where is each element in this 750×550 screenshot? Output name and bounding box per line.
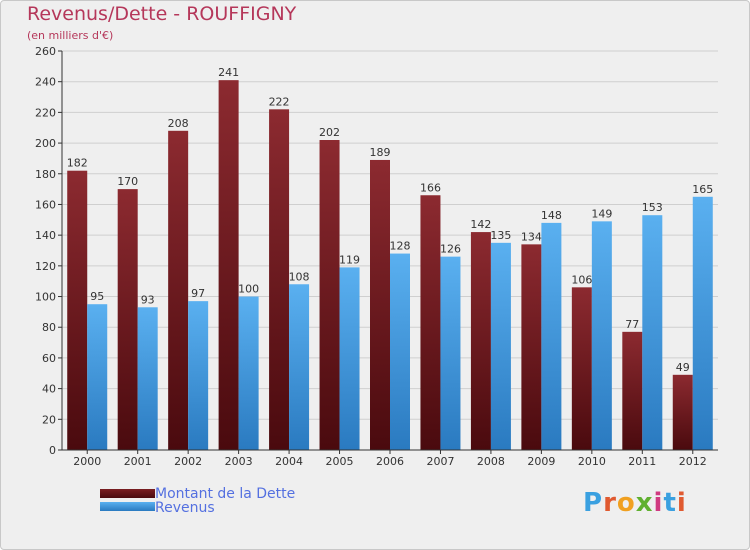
bar-revenus — [87, 304, 108, 450]
data-label: 95 — [90, 290, 104, 303]
proxiti-logo: Proxiti — [583, 488, 687, 518]
data-label: 189 — [370, 146, 391, 159]
data-label: 165 — [692, 183, 713, 196]
y-tick-label: 200 — [35, 137, 56, 150]
logo-letter: P — [583, 488, 604, 518]
logo-letter: o — [616, 488, 636, 518]
bar-revenus — [238, 296, 259, 450]
y-tick-label: 0 — [49, 444, 56, 457]
bar-dette — [218, 80, 239, 451]
bar-dette — [622, 331, 643, 450]
bar-revenus — [490, 242, 511, 450]
legend-swatch-revenus — [100, 502, 155, 511]
bar-revenus — [591, 221, 612, 450]
data-label: 149 — [591, 207, 612, 220]
logo-letter: r — [603, 488, 617, 518]
x-tick-label: 2006 — [376, 455, 404, 468]
data-label: 148 — [541, 209, 562, 222]
y-tick-label: 80 — [42, 321, 56, 334]
x-tick-label: 2012 — [679, 455, 707, 468]
legend-swatch-dette — [100, 489, 155, 498]
y-tick-label: 220 — [35, 106, 56, 119]
bar-revenus — [339, 267, 360, 450]
logo-letter: x — [635, 488, 654, 518]
data-label: 222 — [269, 95, 290, 108]
x-tick-label: 2004 — [275, 455, 303, 468]
x-tick-label: 2005 — [326, 455, 354, 468]
y-tick-label: 40 — [42, 383, 56, 396]
logo-letter: i — [676, 488, 687, 518]
bar-revenus — [188, 301, 209, 450]
data-label: 153 — [642, 201, 663, 214]
data-label: 128 — [390, 240, 411, 253]
y-tick-label: 260 — [35, 45, 56, 58]
data-label: 182 — [67, 157, 88, 170]
y-axis-ticks: 0 20 40 60 80 100 120 140 160 180 200 220 240 260 — [35, 45, 62, 457]
x-tick-label: 2001 — [124, 455, 152, 468]
bar-dette — [168, 130, 189, 451]
chart-title: Revenus/Dette - ROUFFIGNY — [27, 3, 297, 25]
data-label: 241 — [218, 66, 239, 79]
data-label: 49 — [676, 361, 690, 374]
legend-label-dette: Montant de la Dette — [155, 486, 296, 502]
data-label: 208 — [168, 117, 189, 130]
y-tick-label: 240 — [35, 76, 56, 89]
x-tick-label: 2008 — [477, 455, 505, 468]
data-label: 97 — [191, 287, 205, 300]
bar-dette — [521, 244, 542, 450]
data-label: 170 — [117, 175, 138, 188]
y-tick-label: 20 — [42, 413, 56, 426]
data-label: 202 — [319, 126, 340, 139]
data-labels: 182 95 170 93 208 97 241 100 222 108 202 119 189 128 1… — [67, 66, 714, 374]
x-tick-label: 2003 — [225, 455, 253, 468]
bar-revenus — [692, 196, 713, 450]
bar-dette — [117, 189, 138, 450]
bar-revenus — [541, 222, 562, 450]
bar-revenus — [440, 256, 461, 450]
data-label: 126 — [440, 243, 461, 256]
x-tick-label: 2002 — [174, 455, 202, 468]
data-label: 135 — [490, 229, 511, 242]
bar-dette — [370, 159, 390, 450]
x-tick-label: 2011 — [628, 455, 656, 468]
x-tick-label: 2009 — [527, 455, 555, 468]
data-label: 166 — [420, 181, 441, 194]
data-label: 100 — [238, 283, 259, 296]
data-label: 134 — [521, 230, 542, 243]
bar-dette — [420, 195, 441, 450]
bar-revenus — [390, 253, 410, 450]
y-tick-label: 120 — [35, 260, 56, 273]
data-label: 108 — [289, 270, 310, 283]
bar-dette — [67, 170, 88, 450]
data-label: 106 — [571, 273, 592, 286]
bar-revenus — [642, 215, 663, 450]
y-tick-label: 180 — [35, 168, 56, 181]
legend-label-revenus: Revenus — [155, 500, 215, 516]
logo-letter: i — [653, 488, 664, 518]
y-tick-label: 140 — [35, 229, 56, 242]
bar-revenus — [137, 307, 158, 450]
data-label: 77 — [625, 318, 639, 331]
bar-dette — [571, 287, 592, 450]
bar-dette — [269, 109, 290, 451]
chart-subtitle: (en milliers d'€) — [27, 29, 114, 42]
data-label: 119 — [339, 253, 360, 266]
x-tick-label: 2007 — [426, 455, 454, 468]
data-label: 142 — [470, 218, 491, 231]
data-label: 93 — [141, 293, 155, 306]
logo-letter: t — [663, 488, 677, 518]
x-tick-label: 2010 — [578, 455, 606, 468]
y-tick-label: 160 — [35, 198, 56, 211]
bar-revenus — [289, 284, 310, 450]
bar-dette — [672, 374, 693, 450]
bars — [67, 80, 713, 451]
y-tick-label: 60 — [42, 352, 56, 365]
y-tick-label: 100 — [35, 291, 56, 304]
bar-dette — [319, 140, 340, 450]
bar-dette — [470, 232, 491, 450]
x-tick-label: 2000 — [73, 455, 101, 468]
x-axis-ticks: 2000 2001 2002 2003 2004 2005 2006 2007 2008 2009… — [73, 450, 707, 468]
